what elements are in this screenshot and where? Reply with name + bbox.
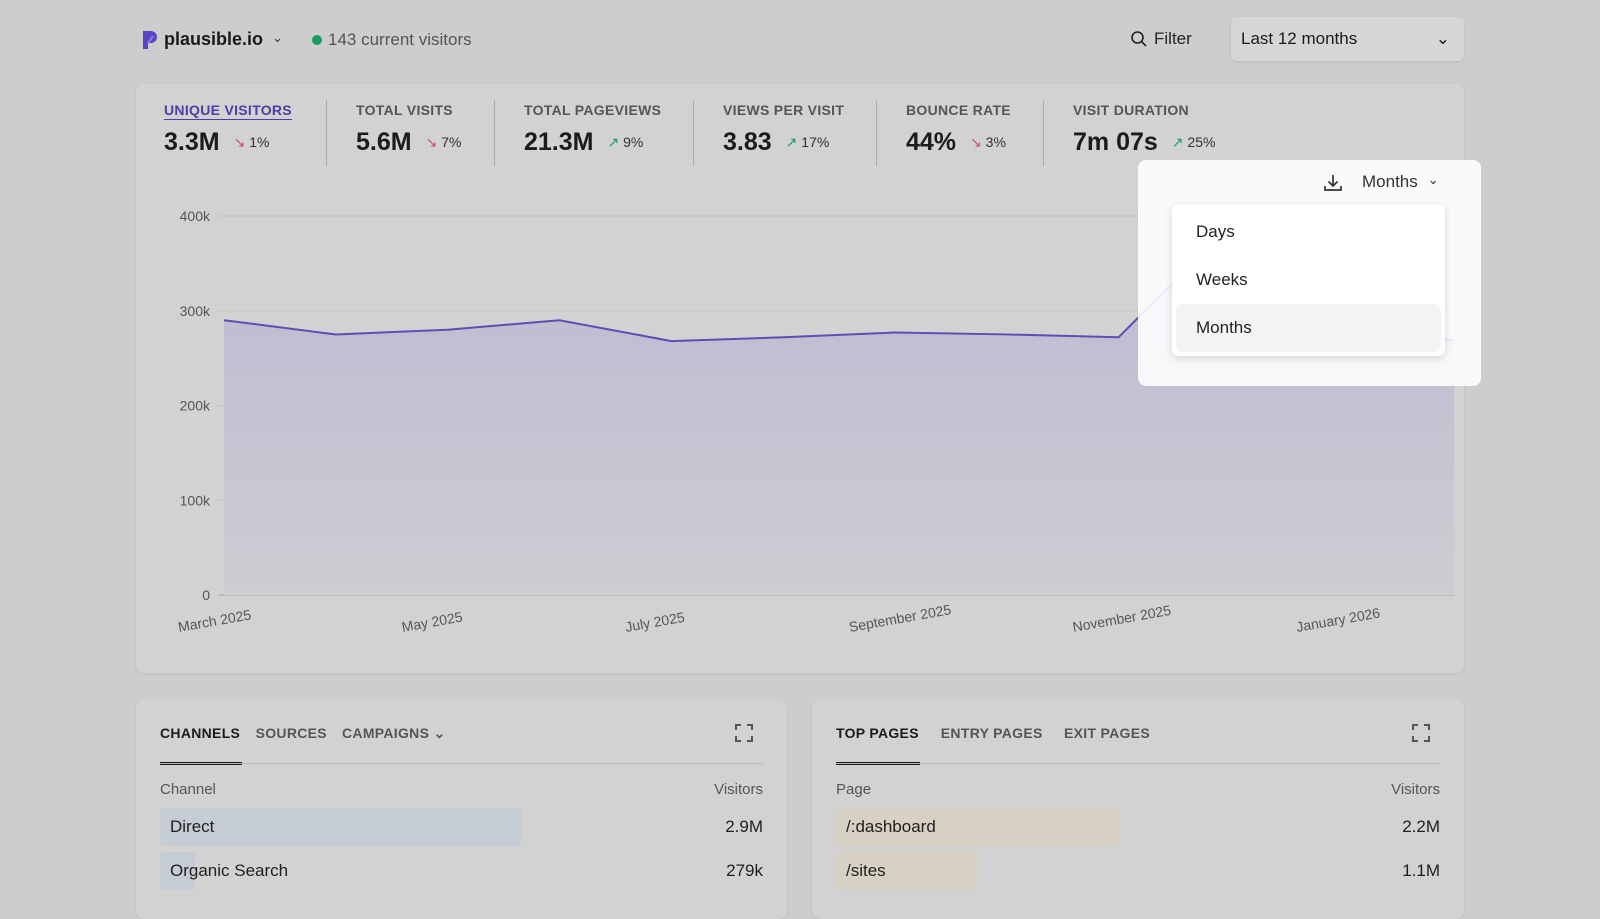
tab-label: EXIT PAGES (1064, 725, 1150, 741)
interval-select[interactable]: Months ⌄ (1362, 172, 1439, 192)
column-header-visitors[interactable]: Visitors (714, 781, 763, 798)
tab-label: CAMPAIGNS (342, 725, 430, 741)
plausible-logo-icon (143, 31, 157, 49)
stat-label: TOTAL PAGEVIEWS (524, 102, 662, 118)
stat-change: 1% (249, 134, 270, 150)
stat-divider (693, 100, 694, 166)
row-bar (836, 852, 978, 890)
stat-label: VISIT DURATION (1073, 102, 1189, 118)
stat-change: 7% (441, 134, 462, 150)
tab-top-pages[interactable]: TOP PAGES (836, 725, 919, 741)
interval-option-weeks[interactable]: Weeks (1196, 270, 1248, 289)
site-switcher[interactable]: plausible.io (164, 29, 264, 49)
x-tick-label: March 2025 (177, 606, 253, 635)
x-tick-label: January 2026 (1295, 604, 1382, 635)
y-tick-label: 400k (180, 208, 211, 224)
tabs-divider (836, 763, 1440, 764)
stat-divider (494, 100, 495, 166)
stat-label: VIEWS PER VISIT (723, 102, 845, 118)
row-bar (836, 808, 1119, 846)
tab-label: ENTRY PAGES (940, 725, 1043, 741)
tab-channels[interactable]: CHANNELS (160, 725, 240, 741)
tab-sources[interactable]: SOURCES (256, 725, 327, 741)
column-header-name: Channel (160, 781, 216, 798)
x-tick-label: November 2025 (1071, 602, 1172, 635)
list-item-name[interactable]: /:dashboard (846, 817, 936, 836)
interval-menu: Days Weeks Months (1172, 204, 1445, 356)
stat-label: UNIQUE VISITORS (164, 102, 292, 118)
filter-button[interactable]: Filter (1130, 29, 1192, 49)
stat-value: 7m 07s (1073, 128, 1158, 156)
list-item-value: 1.1M (1402, 861, 1440, 880)
stat-change: 17% (801, 134, 830, 150)
list-item-value: 279k (726, 861, 763, 880)
list-item-name[interactable]: Organic Search (170, 861, 289, 880)
download-icon[interactable] (1322, 172, 1344, 194)
stat-views-per-visit[interactable]: VIEWS PER VISIT 3.83 ↗ 17% (723, 102, 872, 166)
tab-campaigns[interactable]: CAMPAIGNS ⌄ (342, 725, 445, 742)
list-item-name[interactable]: /sites (846, 861, 886, 880)
y-tick-label: 0 (202, 587, 210, 603)
column-header-name: Page (836, 781, 872, 798)
column-header-visitors[interactable]: Visitors (1391, 781, 1440, 798)
chevron-down-icon: ⌄ (1435, 29, 1450, 48)
trend-down-icon: ↘ (425, 134, 438, 150)
tab-label: SOURCES (255, 725, 327, 741)
stat-divider (326, 100, 327, 166)
search-icon (1131, 31, 1147, 47)
stat-value: 21.3M (524, 128, 594, 156)
stat-label: TOTAL VISITS (356, 102, 453, 118)
x-tick-label: September 2025 (848, 601, 953, 635)
interval-option-months[interactable]: Months (1176, 304, 1441, 352)
date-range-label: Last 12 months (1241, 29, 1358, 48)
stat-total-pageviews[interactable]: TOTAL PAGEVIEWS 21.3M ↗ 9% (524, 102, 689, 166)
stat-change: 9% (623, 134, 644, 150)
y-tick-label: 200k (180, 398, 211, 414)
current-visitors-label: 143 current visitors (328, 30, 472, 49)
row-bar (160, 852, 196, 890)
date-range-select[interactable]: Last 12 months ⌄ (1231, 17, 1464, 61)
tab-label: CHANNELS (160, 725, 241, 741)
expand-icon[interactable] (735, 724, 753, 742)
live-dot-icon (312, 35, 322, 45)
x-tick-label: July 2025 (624, 609, 686, 635)
trend-up-icon: ↗ (785, 134, 798, 150)
x-tick-label: May 2025 (400, 608, 464, 634)
stat-divider (876, 100, 877, 166)
tab-entry-pages[interactable]: ENTRY PAGES (941, 725, 1043, 741)
y-tick-label: 100k (180, 492, 211, 508)
stat-visit-duration[interactable]: VISIT DURATION 7m 07s ↗ 25% (1073, 102, 1243, 166)
stat-divider (1043, 100, 1044, 166)
stat-unique-visitors[interactable]: UNIQUE VISITORS 3.3M ↘ 1% (164, 102, 320, 166)
stat-change: 25% (1187, 134, 1216, 150)
current-visitors[interactable]: 143 current visitors (312, 30, 472, 50)
trend-up-icon: ↗ (1171, 134, 1184, 150)
trend-down-icon: ↘ (970, 134, 982, 150)
stat-value: 5.6M (356, 128, 412, 156)
trend-down-icon: ↘ (233, 134, 246, 150)
tabs-divider (160, 763, 763, 764)
trend-up-icon: ↗ (607, 134, 620, 150)
list-item-name[interactable]: Direct (170, 817, 215, 836)
stat-change: 3% (985, 134, 1006, 150)
tab-label: TOP PAGES (836, 725, 919, 741)
chevron-down-icon: ⌄ (1427, 172, 1439, 187)
y-tick-label: 300k (180, 303, 211, 319)
stat-bounce-rate[interactable]: BOUNCE RATE 44% ↘ 3% (906, 102, 1039, 166)
stat-total-visits[interactable]: TOTAL VISITS 5.6M ↘ 7% (356, 102, 489, 166)
stat-value: 3.83 (723, 128, 772, 156)
list-item-value: 2.2M (1402, 817, 1440, 836)
expand-icon[interactable] (1412, 724, 1430, 742)
tab-exit-pages[interactable]: EXIT PAGES (1064, 725, 1150, 741)
chevron-down-icon: ⌄ (433, 725, 446, 741)
row-bar (160, 808, 521, 846)
list-item-value: 2.9M (725, 817, 763, 836)
interval-option-days[interactable]: Days (1196, 222, 1235, 241)
stat-value: 44% (906, 128, 957, 156)
interval-selected: Months (1362, 172, 1418, 191)
stat-label: BOUNCE RATE (906, 102, 1011, 118)
filter-label: Filter (1154, 29, 1192, 48)
stat-value: 3.3M (164, 128, 220, 156)
chevron-down-icon[interactable]: ⌄ (272, 30, 283, 45)
